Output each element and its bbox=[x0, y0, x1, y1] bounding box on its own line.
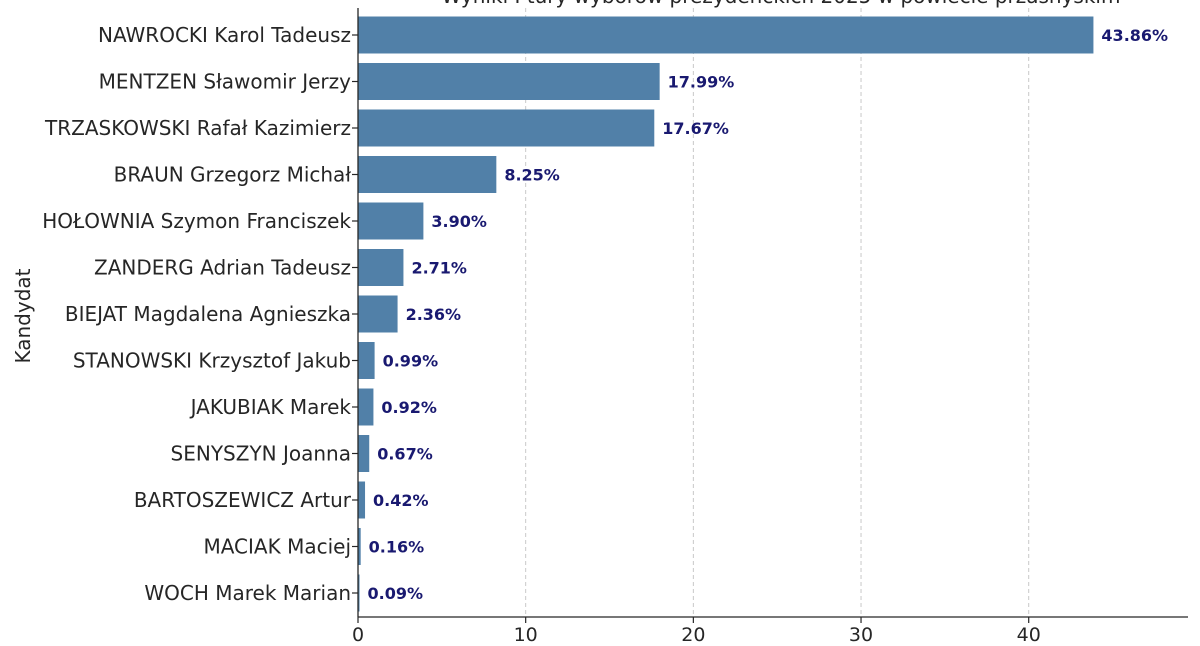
category-label: WOCH Marek Marian bbox=[144, 581, 351, 605]
value-labels: 43.86% 17.99% 17.67% 8.25% 3.90% 2.71% 2.36% 0.… bbox=[368, 26, 1169, 603]
axes: 0 10 20 30 40 bbox=[352, 8, 1188, 646]
bar bbox=[358, 202, 424, 240]
value-label: 0.09% bbox=[368, 584, 424, 603]
value-label: 0.99% bbox=[383, 352, 439, 371]
value-label: 8.25% bbox=[504, 166, 560, 185]
value-label: 43.86% bbox=[1101, 26, 1168, 45]
x-tick-label: 40 bbox=[1017, 624, 1041, 646]
bar bbox=[358, 481, 366, 519]
bar bbox=[358, 63, 660, 100]
x-tick-label: 20 bbox=[681, 624, 705, 646]
x-tick-label: 0 bbox=[352, 624, 364, 646]
value-label: 0.16% bbox=[369, 538, 425, 557]
category-label: HOŁOWNIA Szymon Franciszek bbox=[42, 209, 351, 233]
chart-title: Wyniki I tury wyborów prezydenckich 2025… bbox=[442, 0, 1121, 8]
y-axis-title: Kandydat bbox=[11, 268, 35, 363]
x-tick-label: 10 bbox=[514, 624, 538, 646]
bar bbox=[358, 295, 398, 333]
value-label: 0.67% bbox=[377, 445, 433, 464]
category-label: BIEJAT Magdalena Agnieszka bbox=[65, 302, 351, 326]
category-label: MACIAK Maciej bbox=[203, 535, 351, 559]
bar bbox=[358, 249, 404, 286]
bar bbox=[358, 388, 374, 426]
category-label: TRZASKOWSKI Rafał Kazimierz bbox=[44, 116, 351, 140]
bar bbox=[358, 156, 497, 193]
bar bbox=[358, 528, 361, 565]
bar bbox=[358, 109, 655, 147]
value-label: 0.42% bbox=[373, 491, 429, 510]
bars bbox=[358, 16, 1094, 612]
bar bbox=[358, 342, 375, 379]
value-label: 3.90% bbox=[431, 212, 487, 231]
category-label: ZANDERG Adrian Tadeusz bbox=[94, 256, 351, 280]
category-label: BRAUN Grzegorz Michał bbox=[114, 163, 352, 187]
value-label: 17.99% bbox=[668, 73, 735, 92]
category-label: BARTOSZEWICZ Artur bbox=[134, 488, 352, 512]
category-label: STANOWSKI Krzysztof Jakub bbox=[73, 349, 351, 373]
value-label: 0.92% bbox=[381, 398, 437, 417]
value-label: 2.36% bbox=[406, 305, 462, 324]
value-label: 17.67% bbox=[662, 119, 729, 138]
category-label: NAWROCKI Karol Tadeusz bbox=[98, 23, 351, 47]
category-label: MENTZEN Sławomir Jerzy bbox=[99, 70, 351, 94]
value-label: 2.71% bbox=[411, 259, 467, 278]
bar bbox=[358, 435, 370, 472]
grid bbox=[525, 8, 1030, 617]
bar bbox=[358, 16, 1094, 54]
x-tick-label: 30 bbox=[849, 624, 873, 646]
category-label: JAKUBIAK Marek bbox=[189, 395, 352, 419]
bar bbox=[358, 574, 360, 612]
category-label: SENYSZYN Joanna bbox=[171, 442, 351, 466]
category-labels: NAWROCKI Karol Tadeusz MENTZEN Sławomir J… bbox=[42, 23, 352, 605]
